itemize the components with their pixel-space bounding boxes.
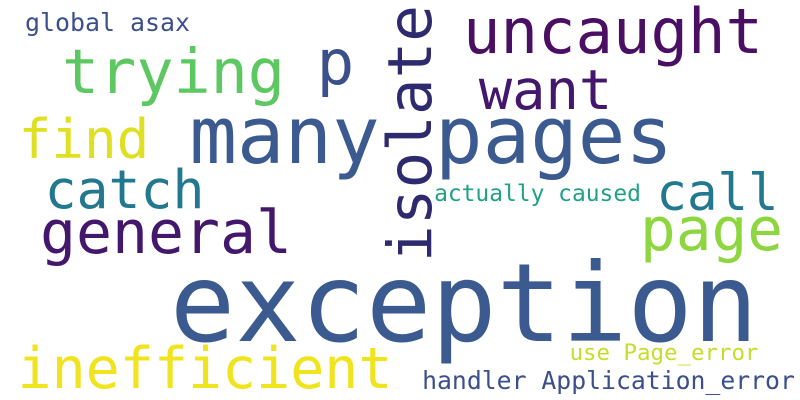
word-actually-caused: actually caused (434, 181, 641, 208)
word-many: many (189, 89, 380, 182)
word-use-page-error: use Page_error (569, 340, 759, 367)
word-inefficient: inefficient (17, 335, 393, 400)
word-want: want (478, 58, 613, 123)
word-handler-application-error: handler Application_error (422, 366, 795, 396)
word-p: p (316, 26, 355, 100)
word-pages: pages (435, 89, 673, 182)
word-exception: exception (169, 239, 759, 367)
word-uncaught: uncaught (463, 0, 763, 69)
word-isolate: isolate (374, 5, 446, 262)
word-find: find (18, 107, 150, 171)
word-trying: trying (62, 35, 285, 108)
word-catch: catch (44, 158, 205, 221)
word-call: call (656, 163, 779, 223)
word-global-asax: global asax (25, 7, 190, 37)
word-general: general (40, 199, 292, 269)
word-page: page (640, 195, 783, 265)
